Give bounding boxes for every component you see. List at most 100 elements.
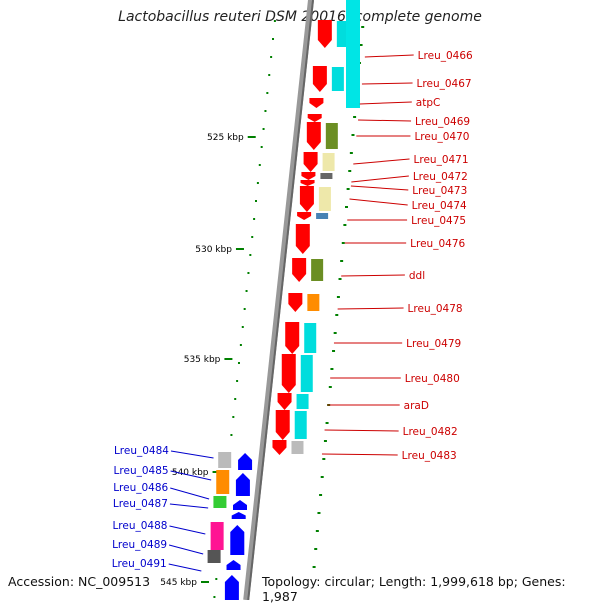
- gene-label-forward: Lreu_0467: [417, 78, 472, 90]
- ruler-dot: [341, 242, 345, 244]
- ruler-dot: [319, 494, 323, 496]
- ruler-dot: [239, 344, 242, 346]
- gene-label-forward: Lreu_0480: [405, 373, 460, 385]
- gene-label-reverse: Lreu_0491: [112, 558, 167, 570]
- forward-gene-arrow: [272, 440, 287, 455]
- cog-box: [207, 550, 221, 563]
- label-leader-line: [168, 563, 202, 572]
- ruler-label: 545 kbp: [160, 578, 197, 588]
- ruler-dot: [215, 578, 218, 580]
- forward-gene-arrow: [312, 66, 327, 92]
- ruler-dot: [361, 26, 365, 28]
- topology-text: Topology: circular; Length: 1,999,618 bp…: [262, 574, 600, 604]
- label-leader-line: [358, 119, 412, 122]
- gene-label-forward: Lreu_0475: [411, 215, 466, 227]
- label-leader-line: [170, 470, 212, 481]
- reverse-gene-arrow: [233, 500, 247, 510]
- forward-gene-arrow: [288, 293, 303, 312]
- ruler-dot: [359, 44, 363, 46]
- forward-gene-arrow: [295, 224, 310, 254]
- backbone-edge: [247, 0, 314, 600]
- forward-gene-arrow: [281, 354, 296, 393]
- cog-box: [291, 441, 304, 454]
- gene-label-reverse: Lreu_0484: [114, 445, 169, 457]
- label-leader-line: [353, 158, 410, 165]
- ruler-dot: [320, 476, 324, 478]
- cog-box: [320, 173, 333, 179]
- ruler-dot: [264, 110, 267, 112]
- ruler-dot: [230, 434, 233, 436]
- ruler-dot: [236, 380, 239, 382]
- ruler-dot: [315, 530, 319, 532]
- forward-gene-arrow: [309, 98, 324, 108]
- forward-gene-arrow: [297, 212, 312, 220]
- ruler-dot: [323, 440, 327, 442]
- ruler-dot: [255, 200, 257, 202]
- ruler-dot: [213, 596, 216, 598]
- reverse-gene-arrow: [238, 453, 253, 470]
- gene-label-forward: Lreu_0470: [414, 131, 469, 143]
- label-leader-line: [321, 453, 398, 456]
- cog-box: [346, 0, 360, 108]
- label-leader-line: [351, 175, 409, 183]
- map-title: Lactobacillus reuteri DSM 20016, complet…: [118, 9, 482, 25]
- ruler-dot: [268, 74, 271, 76]
- ruler-dot: [349, 152, 353, 154]
- ruler-dot: [340, 260, 344, 262]
- cog-box: [322, 153, 335, 171]
- label-leader-line: [169, 525, 206, 535]
- forward-gene-arrow: [275, 410, 290, 440]
- cog-box: [304, 323, 317, 353]
- ruler-dot: [241, 326, 244, 328]
- ruler-dot: [325, 422, 329, 424]
- gene-label-forward: araD: [404, 400, 429, 412]
- gene-label-forward: ddl: [409, 270, 425, 282]
- ruler-dot: [353, 116, 357, 118]
- label-leader-line: [170, 450, 214, 459]
- label-leader-line: [361, 82, 413, 85]
- cog-box: [218, 452, 232, 468]
- ruler-label: 540 kbp: [172, 468, 209, 478]
- gene-label-forward: Lreu_0471: [414, 154, 469, 166]
- label-leader-line: [350, 185, 409, 191]
- ruler-dot: [251, 236, 254, 238]
- gene-label-reverse: Lreu_0486: [113, 482, 168, 494]
- accession-text: Accession: NC_009513: [8, 574, 151, 589]
- forward-gene-arrow: [303, 152, 318, 172]
- ruler-dot: [262, 128, 265, 130]
- gene-label-reverse: Lreu_0487: [113, 498, 168, 510]
- gene-label-forward: Lreu_0472: [413, 171, 468, 183]
- forward-gene-arrow: [299, 186, 314, 212]
- reverse-gene-arrow: [224, 575, 239, 600]
- ruler-dot: [336, 296, 340, 298]
- label-leader-line: [337, 307, 404, 310]
- ruler-dot: [335, 314, 339, 316]
- cog-box: [336, 21, 349, 47]
- gene-label-forward: Lreu_0478: [408, 303, 463, 315]
- gene-label-forward: Lreu_0476: [410, 238, 465, 250]
- gene-label-forward: Lreu_0469: [415, 116, 470, 128]
- ruler-dot: [237, 362, 240, 364]
- ruler-dot: [346, 188, 350, 190]
- cog-box: [318, 187, 331, 211]
- ruler-dot: [328, 386, 332, 388]
- backbone-track: [243, 0, 314, 600]
- cog-box: [210, 522, 224, 550]
- ruler-dot: [232, 416, 235, 418]
- ruler-dot: [272, 38, 275, 40]
- label-leader-line: [169, 503, 209, 509]
- gene-label-forward: Lreu_0466: [418, 50, 473, 62]
- ruler-dot: [343, 224, 347, 226]
- forward-gene-arrow: [306, 122, 321, 150]
- cog-box: [311, 259, 324, 281]
- ruler-dot: [322, 458, 326, 460]
- cog-box: [296, 394, 309, 409]
- gene-label-forward: Lreu_0473: [412, 185, 467, 197]
- gene-label-reverse: Lreu_0489: [112, 539, 167, 551]
- label-leader-line: [364, 54, 414, 58]
- forward-gene-arrow: [301, 172, 316, 180]
- ruler-dot: [317, 512, 321, 514]
- ruler-dot: [243, 308, 246, 310]
- ruler-dot: [253, 218, 256, 220]
